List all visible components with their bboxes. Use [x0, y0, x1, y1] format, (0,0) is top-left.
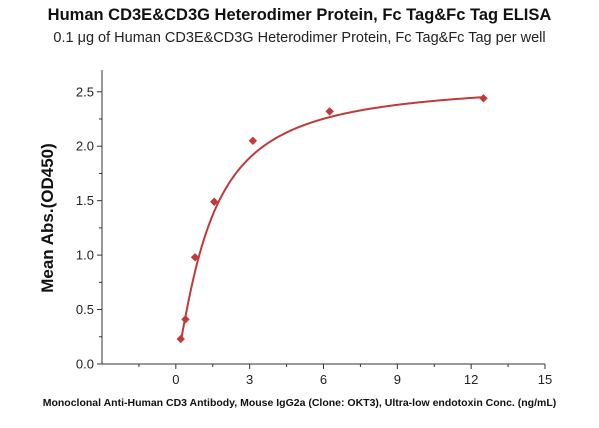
data-point [479, 94, 488, 103]
y-tick-label: 0.0 [76, 357, 94, 372]
x-tick-label: 6 [320, 372, 327, 387]
y-tick-label: 1.0 [76, 248, 94, 263]
y-tick-label: 1.5 [76, 193, 94, 208]
x-tick-label: 12 [464, 372, 478, 387]
axis-ticks: 0 3 6 9 12 15 0.0 0.5 1.0 1.5 2.0 2.5 [76, 84, 552, 387]
data-point [190, 253, 200, 262]
data-point [248, 136, 258, 145]
fit-curve [179, 96, 484, 342]
data-point [210, 197, 219, 206]
y-tick-label: 2.0 [76, 139, 94, 154]
y-tick-label: 2.5 [76, 84, 94, 99]
chart-title: Human CD3E&CD3G Heterodimer Protein, Fc … [47, 6, 552, 24]
x-tick-label: 3 [246, 372, 253, 387]
data-point [181, 315, 190, 324]
data-points [176, 94, 488, 344]
x-axis-label: Monoclonal Anti-Human CD3 Antibody, Mous… [42, 397, 557, 409]
chart-subtitle: 0.1 μg of Human CD3E&CD3G Heterodimer Pr… [53, 30, 546, 46]
x-tick-label: 9 [394, 372, 401, 387]
x-tick-label: 15 [538, 372, 552, 387]
data-point [325, 107, 334, 116]
x-tick-label: 0 [172, 372, 179, 387]
y-tick-label: 0.5 [76, 302, 94, 317]
data-point [176, 334, 185, 344]
